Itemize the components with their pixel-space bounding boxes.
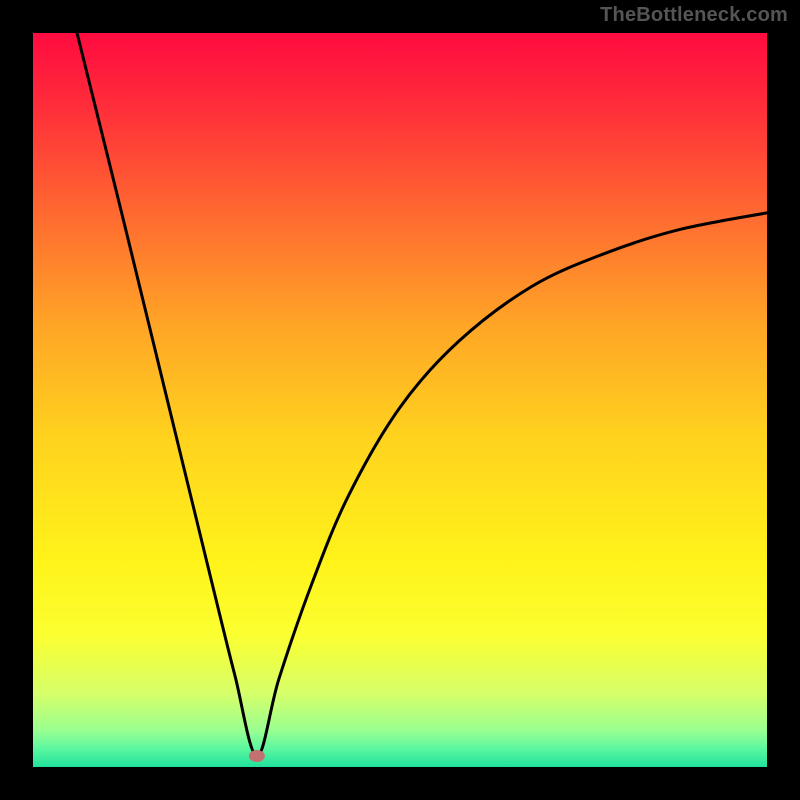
minimum-marker bbox=[249, 750, 265, 762]
watermark-text: TheBottleneck.com bbox=[600, 4, 788, 27]
chart-canvas: TheBottleneck.com bbox=[0, 0, 800, 800]
plot-svg bbox=[33, 33, 767, 767]
plot-area bbox=[33, 33, 767, 767]
gradient-background bbox=[33, 33, 767, 767]
